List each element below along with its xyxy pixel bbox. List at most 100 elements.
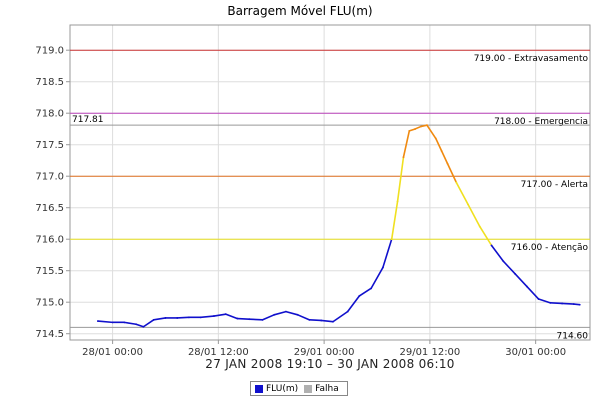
data-point: [402, 156, 405, 159]
series-segment: [320, 319, 334, 323]
data-point: [455, 181, 458, 184]
series-segment: [446, 162, 458, 184]
y-tick-label: 719.0: [35, 46, 64, 57]
reference-lines: 719.00 - Extravasamento 718.00 - Emergenc…: [70, 49, 590, 341]
data-point: [346, 310, 349, 313]
data-point: [123, 321, 126, 324]
y-tick-label: 717.5: [35, 140, 64, 151]
y-tick-label: 715.5: [35, 266, 64, 277]
data-point: [525, 285, 528, 288]
data-point: [478, 225, 481, 228]
x-tick-label: 30/01 00:00: [505, 347, 566, 358]
data-point: [396, 200, 399, 203]
legend: FLU(m) Falha: [250, 381, 348, 396]
data-point: [408, 129, 411, 132]
series-segment: [236, 317, 251, 321]
data-point: [467, 203, 469, 206]
legend-label: Falha: [315, 383, 339, 394]
series-segment: [261, 313, 275, 321]
series-segment: [273, 310, 287, 316]
reference-line-label: 714.60: [557, 331, 589, 341]
series-segment: [390, 200, 399, 240]
x-axis-label: 27 JAN 2008 19:10 – 30 JAN 2008 06:10: [205, 357, 454, 371]
x-axis: 28/01 00:00 28/01 12:00 29/01 00:00 29/01 1…: [82, 340, 566, 358]
grid: [70, 25, 590, 340]
series-segment: [248, 318, 264, 321]
data-point: [446, 162, 449, 165]
series-segment: [426, 124, 437, 140]
legend-label: FLU(m): [266, 383, 299, 394]
series-segment: [537, 298, 552, 304]
y-tick-label: 718.5: [35, 77, 64, 88]
series-segment: [382, 238, 393, 269]
data-point: [320, 319, 323, 322]
reference-line-label: 717.00 - Alerta: [521, 180, 588, 190]
data-point: [561, 302, 563, 305]
series-lines: [97, 124, 581, 328]
data-point: [440, 150, 443, 152]
data-point: [188, 316, 190, 319]
y-tick-label: 714.5: [35, 329, 64, 340]
series-segment: [224, 313, 239, 320]
series-segment: [514, 273, 528, 288]
data-point: [420, 125, 422, 128]
data-point: [426, 124, 428, 127]
series-segment: [285, 310, 299, 316]
data-point: [176, 317, 179, 319]
data-point: [390, 238, 393, 241]
data-point: [381, 266, 384, 269]
x-tick-label: 29/01 12:00: [399, 347, 460, 358]
data-point: [164, 317, 167, 319]
data-point: [514, 272, 516, 275]
series-segment: [370, 266, 384, 290]
legend-swatch: [255, 384, 263, 393]
series-segment: [308, 319, 322, 322]
legend-swatch: [304, 384, 313, 393]
data-point: [199, 316, 202, 319]
data-point: [502, 260, 505, 263]
y-tick-label: 715.0: [35, 298, 64, 309]
data-point: [332, 320, 334, 323]
data-point: [97, 320, 99, 322]
data-point: [142, 325, 145, 328]
data-point: [572, 303, 575, 305]
series-segment: [467, 203, 481, 228]
series-segment: [346, 295, 361, 313]
series-segment: [502, 260, 516, 275]
reference-line-label: 717.81: [72, 115, 104, 125]
chart-title: Barragem Móvel FLU(m): [227, 4, 372, 18]
series-segment: [199, 315, 215, 319]
y-tick-label: 717.0: [35, 172, 64, 183]
series-segment: [440, 150, 449, 165]
x-tick-label: 28/01 00:00: [82, 347, 143, 358]
series-segment: [97, 320, 114, 324]
data-point: [213, 315, 215, 317]
series-segment: [414, 125, 422, 130]
data-point: [358, 295, 361, 297]
data-point: [549, 301, 552, 304]
x-tick-label: 29/01 00:00: [294, 347, 355, 358]
reference-line-label: 716.00 - Atenção: [511, 243, 589, 253]
series-segment: [296, 313, 311, 321]
series-segment: [526, 285, 540, 300]
series-segment: [479, 225, 493, 247]
series-segment: [561, 302, 575, 305]
series-segment: [490, 244, 505, 263]
reference-line-label: 718.00 - Emergencia: [494, 117, 588, 127]
data-point: [578, 303, 581, 306]
data-point: [135, 323, 138, 326]
legend-item-flu: FLU(m): [255, 384, 298, 394]
y-tick-label: 716.5: [35, 203, 64, 214]
series-segment: [213, 313, 227, 317]
data-point: [261, 318, 264, 321]
data-point: [308, 318, 311, 321]
y-axis: 714.5 715.0 715.5 716.0 716.5 717.0 717.5 718.0…: [35, 46, 70, 340]
data-point: [537, 298, 540, 300]
series-segment: [142, 319, 155, 328]
series-segment: [402, 130, 411, 159]
data-point: [273, 313, 276, 316]
data-point: [434, 137, 437, 140]
series-segment: [358, 287, 372, 297]
data-point: [285, 310, 287, 313]
